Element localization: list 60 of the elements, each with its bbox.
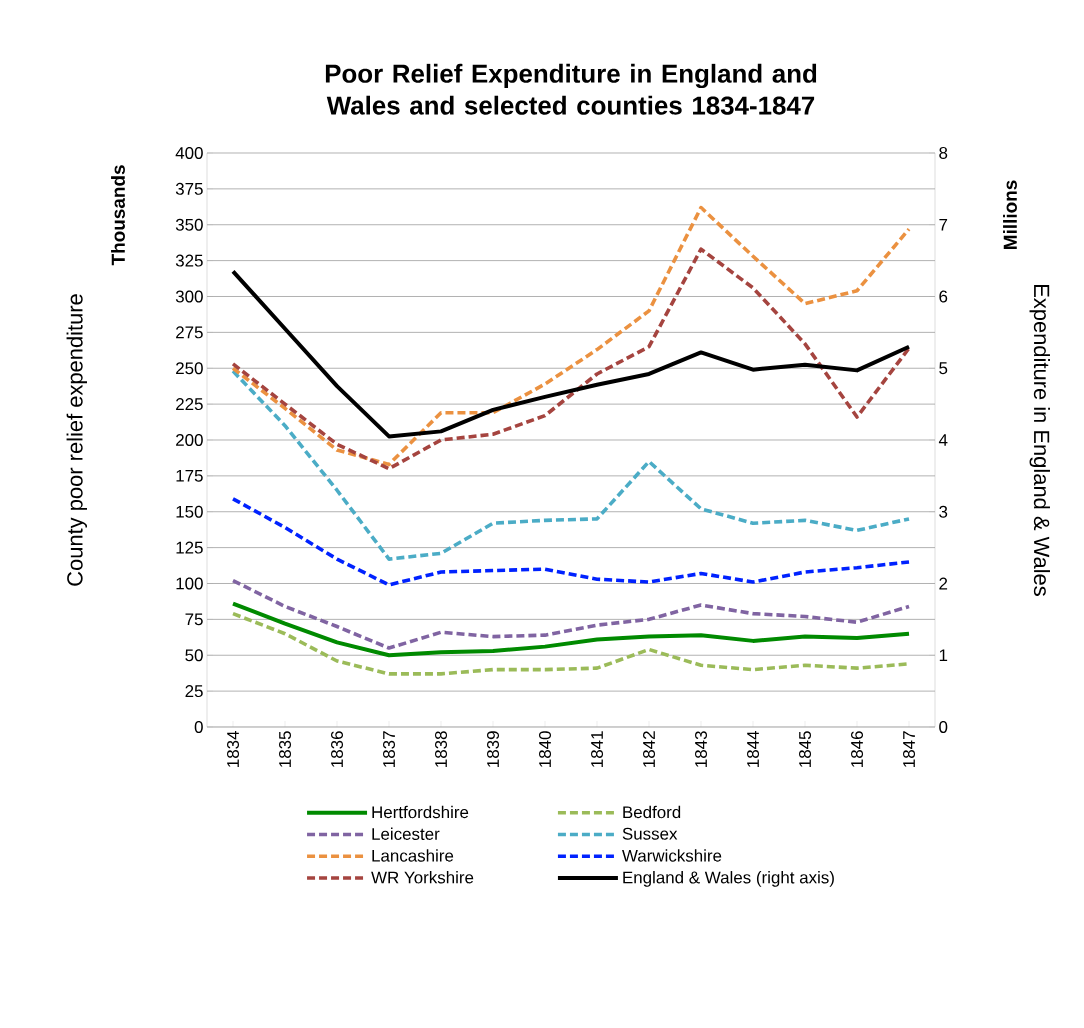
legend-label: Bedford xyxy=(623,805,681,819)
line-series xyxy=(231,269,912,439)
y-tick-label: 25 xyxy=(185,685,203,698)
x-tick-label: 1837 xyxy=(383,731,396,767)
y2-axis-title: Expenditure in England & Wales xyxy=(1029,285,1050,596)
text: Millions xyxy=(1003,180,1017,249)
line-series xyxy=(231,497,911,587)
x-tick-label: 1840 xyxy=(539,731,552,767)
x-tick-label: 1844 xyxy=(747,731,760,767)
y-tick-label: 375 xyxy=(175,182,203,195)
legend-label: Lancashire xyxy=(372,849,454,862)
y-tick-label: 275 xyxy=(176,326,203,339)
x-tick-label: 1841 xyxy=(591,731,604,767)
y2-tick-label: 6 xyxy=(939,290,948,303)
x-tick-label: 1836 xyxy=(331,731,344,767)
y-tick-label: 350 xyxy=(175,218,203,231)
legend-label: Sussex xyxy=(622,827,678,840)
legend-label: WR Yorkshire xyxy=(371,871,474,884)
x-tick-label: 1835 xyxy=(279,731,292,767)
y-axis-title: County poor relief expenditure xyxy=(66,294,87,586)
line-series xyxy=(231,247,911,471)
chart-title: Poor Relief Expenditure in England and Wales and selected counties 1834-1847 xyxy=(325,63,817,115)
y-tick-label: 325 xyxy=(175,254,203,267)
x-tick-label: 1839 xyxy=(487,731,500,767)
x-tick-label: 1846 xyxy=(851,731,864,767)
y-tick-label: 250 xyxy=(176,362,203,375)
y-tick-label: 200 xyxy=(176,433,203,446)
y2-tick-label: 0 xyxy=(939,720,948,733)
y-tick-label: 150 xyxy=(176,505,203,518)
x-tick-label: 1834 xyxy=(227,731,240,767)
y2-tick-label: 2 xyxy=(939,577,948,590)
line-series xyxy=(231,578,911,650)
y-tick-label: 400 xyxy=(175,146,203,159)
x-tick-label: 1838 xyxy=(435,731,448,767)
y2-tick-label: 7 xyxy=(939,218,948,231)
x-tick-label: 1842 xyxy=(643,731,656,767)
x-tick-label: 1843 xyxy=(695,731,708,767)
y2-tick-label: 5 xyxy=(939,362,948,375)
line-series xyxy=(231,205,911,467)
y-tick-label: 125 xyxy=(176,541,203,554)
legend-label: Hertfordshire xyxy=(372,805,469,819)
text: Thousands xyxy=(111,165,125,266)
y-tick-label: 0 xyxy=(194,720,203,733)
y2-tick-label: 1 xyxy=(939,649,948,662)
x-tick-label: 1847 xyxy=(903,731,916,767)
y-tick-label: 225 xyxy=(176,398,203,411)
line-series xyxy=(231,369,911,561)
y-tick-label: 50 xyxy=(185,649,203,662)
legend-label: England & Wales (right axis) xyxy=(623,871,834,887)
y-tick-label: 300 xyxy=(175,290,203,303)
legend-label: Leicester xyxy=(372,827,440,840)
y2-tick-label: 4 xyxy=(938,434,948,446)
x-tick-label: 1845 xyxy=(799,731,812,767)
y2-tick-label: 8 xyxy=(939,146,948,159)
y2-tick-label: 3 xyxy=(939,505,948,518)
y-tick-label: 75 xyxy=(185,613,203,626)
y-tick-label: 100 xyxy=(176,577,203,590)
legend-label: Warwickshire xyxy=(622,849,722,862)
y-tick-label: 175 xyxy=(176,469,203,482)
line-series xyxy=(231,601,912,658)
